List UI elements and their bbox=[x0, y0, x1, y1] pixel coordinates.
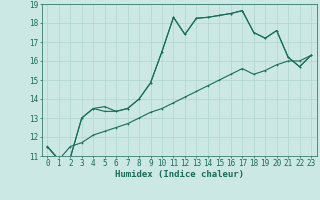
X-axis label: Humidex (Indice chaleur): Humidex (Indice chaleur) bbox=[115, 170, 244, 179]
